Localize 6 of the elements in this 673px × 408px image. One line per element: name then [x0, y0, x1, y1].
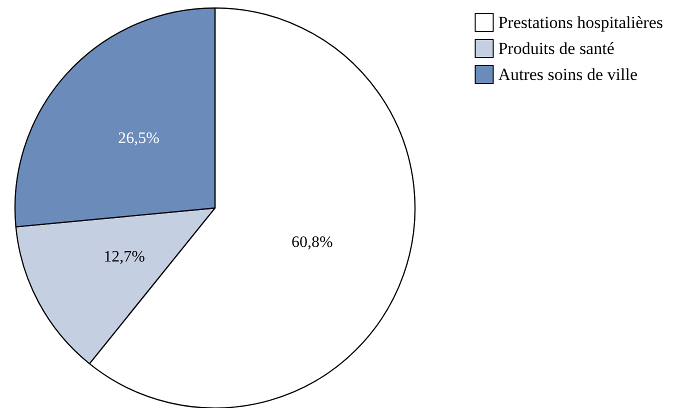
- legend-label: Produits de santé: [498, 39, 614, 58]
- data-label: 12,7%: [104, 248, 145, 266]
- legend-label: Prestations hospitalières: [498, 13, 663, 32]
- legend-label: Autres soins de ville: [498, 65, 638, 84]
- data-label: 26,5%: [118, 130, 160, 148]
- data-label: 60,8%: [291, 234, 333, 251]
